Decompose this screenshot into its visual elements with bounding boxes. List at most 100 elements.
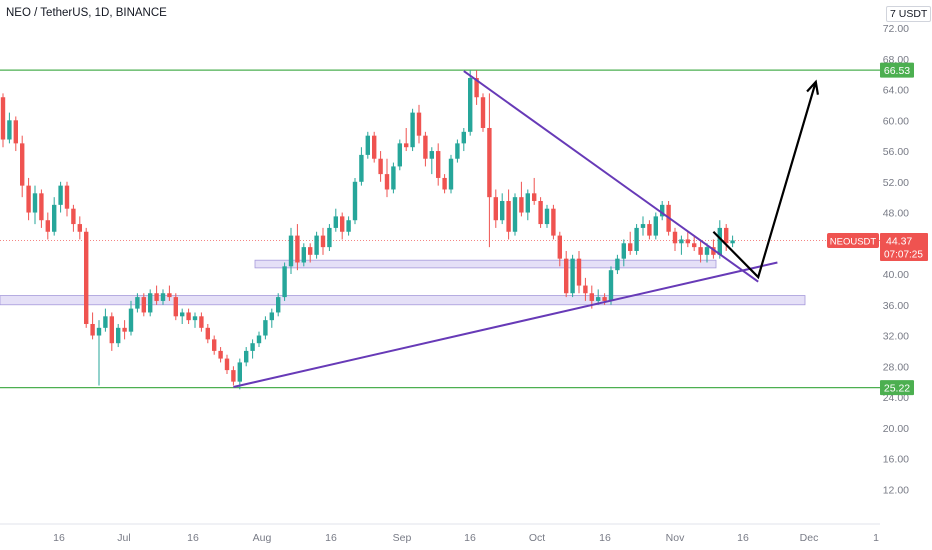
candle[interactable] (320, 227, 326, 255)
candle[interactable] (564, 250, 569, 298)
candle[interactable] (186, 308, 191, 324)
candle[interactable] (724, 224, 729, 251)
candle[interactable] (26, 177, 31, 221)
candle[interactable] (333, 208, 338, 232)
candle[interactable] (71, 204, 76, 232)
candle[interactable] (391, 162, 396, 194)
candle[interactable] (237, 358, 242, 390)
candle[interactable] (621, 239, 626, 267)
candle[interactable] (672, 227, 678, 251)
candle[interactable] (180, 308, 185, 324)
candle[interactable] (480, 93, 486, 132)
candle[interactable] (314, 231, 319, 259)
candle[interactable] (436, 143, 441, 186)
candle[interactable] (256, 331, 262, 348)
candle[interactable] (384, 158, 390, 198)
candle[interactable] (730, 235, 735, 248)
candle[interactable] (160, 289, 166, 305)
candle[interactable] (64, 181, 70, 217)
candle[interactable] (455, 139, 460, 163)
candle[interactable] (52, 197, 57, 236)
candle[interactable] (327, 224, 332, 251)
candle[interactable] (0, 93, 6, 148)
candle[interactable] (13, 116, 18, 152)
candle[interactable] (122, 320, 127, 340)
candle[interactable] (660, 201, 665, 221)
candle[interactable] (538, 197, 543, 228)
candle[interactable] (583, 277, 588, 301)
candle[interactable] (679, 235, 684, 255)
candle[interactable] (346, 216, 351, 236)
candle[interactable] (244, 347, 249, 367)
candle[interactable] (231, 366, 236, 386)
candle[interactable] (205, 323, 210, 344)
candle[interactable] (340, 212, 345, 240)
candle[interactable] (551, 204, 556, 240)
candle[interactable] (116, 323, 121, 348)
candle[interactable] (359, 147, 364, 186)
candle[interactable] (282, 262, 287, 301)
candle[interactable] (468, 70, 473, 136)
candle[interactable] (90, 312, 95, 340)
candle[interactable] (250, 339, 255, 359)
support-zone[interactable] (254, 259, 717, 269)
candle[interactable] (192, 312, 198, 328)
candle[interactable] (685, 231, 690, 248)
candle[interactable] (84, 227, 89, 328)
candle[interactable] (20, 135, 25, 198)
candle[interactable] (45, 212, 50, 240)
candle[interactable] (544, 204, 550, 228)
candle[interactable] (288, 227, 294, 275)
candle[interactable] (103, 308, 108, 332)
candle[interactable] (263, 316, 268, 340)
candle[interactable] (154, 285, 159, 305)
candle[interactable] (493, 189, 498, 228)
candle[interactable] (39, 189, 44, 228)
candle[interactable] (404, 127, 409, 152)
candle[interactable] (423, 131, 428, 167)
candle[interactable] (570, 254, 575, 298)
candle[interactable] (58, 181, 63, 213)
candle[interactable] (397, 139, 402, 171)
resistance-trendline[interactable] (463, 70, 759, 283)
candle[interactable] (608, 266, 614, 305)
candle[interactable] (416, 104, 422, 144)
candle[interactable] (429, 147, 434, 175)
candle[interactable] (167, 285, 172, 301)
candle[interactable] (269, 308, 274, 328)
candle[interactable] (141, 293, 146, 317)
candle[interactable] (96, 320, 102, 386)
support-trendline[interactable] (233, 261, 778, 388)
projection-path[interactable] (712, 81, 817, 280)
candle[interactable] (448, 154, 454, 194)
candle[interactable] (199, 312, 204, 332)
candle[interactable] (647, 220, 652, 240)
candle[interactable] (698, 239, 703, 263)
candle[interactable] (173, 293, 178, 321)
candle[interactable] (615, 254, 620, 275)
candle[interactable] (32, 185, 38, 225)
candle[interactable] (295, 224, 300, 271)
candle[interactable] (487, 93, 492, 248)
candle[interactable] (276, 293, 281, 317)
candle[interactable] (506, 189, 511, 240)
candle[interactable] (224, 354, 230, 374)
candle[interactable] (410, 108, 415, 152)
candle[interactable] (500, 193, 505, 225)
candle[interactable] (634, 224, 639, 255)
candle[interactable] (218, 347, 223, 363)
candle[interactable] (77, 216, 82, 240)
candle[interactable] (7, 112, 12, 144)
candle[interactable] (653, 212, 658, 240)
candle[interactable] (135, 293, 140, 313)
candle[interactable] (557, 231, 562, 267)
candle[interactable] (365, 131, 370, 159)
candle[interactable] (474, 70, 479, 105)
candle[interactable] (576, 250, 582, 294)
candle[interactable] (596, 289, 601, 305)
candle[interactable] (212, 335, 217, 355)
candle[interactable] (704, 243, 710, 263)
candle[interactable] (352, 177, 358, 225)
candle[interactable] (461, 127, 466, 152)
